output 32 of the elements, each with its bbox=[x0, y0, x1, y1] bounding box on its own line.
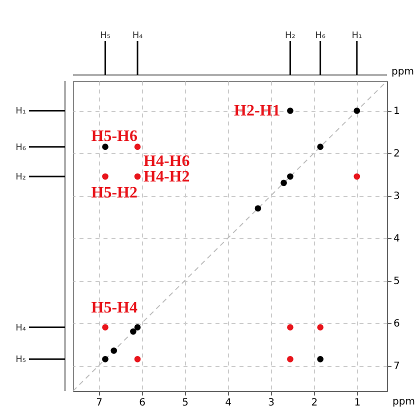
annotation: H5-H6 bbox=[91, 128, 138, 145]
x-tick-label: 2 bbox=[311, 398, 318, 408]
x-axis-title: ppm bbox=[392, 396, 415, 408]
text: H₆ bbox=[16, 142, 26, 153]
text: H₂ bbox=[16, 172, 26, 183]
annotation: H₁ bbox=[352, 31, 362, 41]
y-tick-label: 5 bbox=[394, 276, 400, 288]
x-tick-label: 3 bbox=[268, 398, 275, 408]
annotation: H₄ bbox=[132, 31, 144, 41]
y-tick-label: 3 bbox=[394, 191, 400, 202]
y-axis-title: ppm bbox=[392, 66, 414, 78]
x-tick-label: 5 bbox=[182, 398, 189, 408]
y-tick-label: 6 bbox=[394, 318, 400, 330]
y-tick-label: 2 bbox=[394, 148, 400, 160]
annotation: H5-H4 bbox=[91, 299, 138, 316]
x-tick-label: 7 bbox=[96, 398, 102, 408]
annotation: H4-H2 bbox=[144, 168, 190, 186]
annotation: H4-H6 bbox=[144, 152, 190, 170]
x-tick-label: 1 bbox=[354, 398, 361, 408]
y-tick-label: 7 bbox=[394, 361, 400, 372]
x-tick-label: 4 bbox=[225, 398, 232, 408]
y-tick-label: 1 bbox=[394, 106, 400, 118]
annotation: H2-H1 bbox=[234, 102, 280, 120]
text: H₄ bbox=[16, 323, 26, 334]
text: H₅ bbox=[16, 355, 26, 366]
y-tick-label: 4 bbox=[394, 234, 400, 245]
annotation: H₅ bbox=[100, 31, 111, 41]
annotation: H₆ bbox=[315, 31, 326, 41]
annotation: H5-H2 bbox=[91, 184, 138, 202]
text: H₁ bbox=[16, 106, 26, 117]
annotation: H₂ bbox=[285, 31, 296, 41]
x-tick-label: 6 bbox=[139, 398, 146, 408]
